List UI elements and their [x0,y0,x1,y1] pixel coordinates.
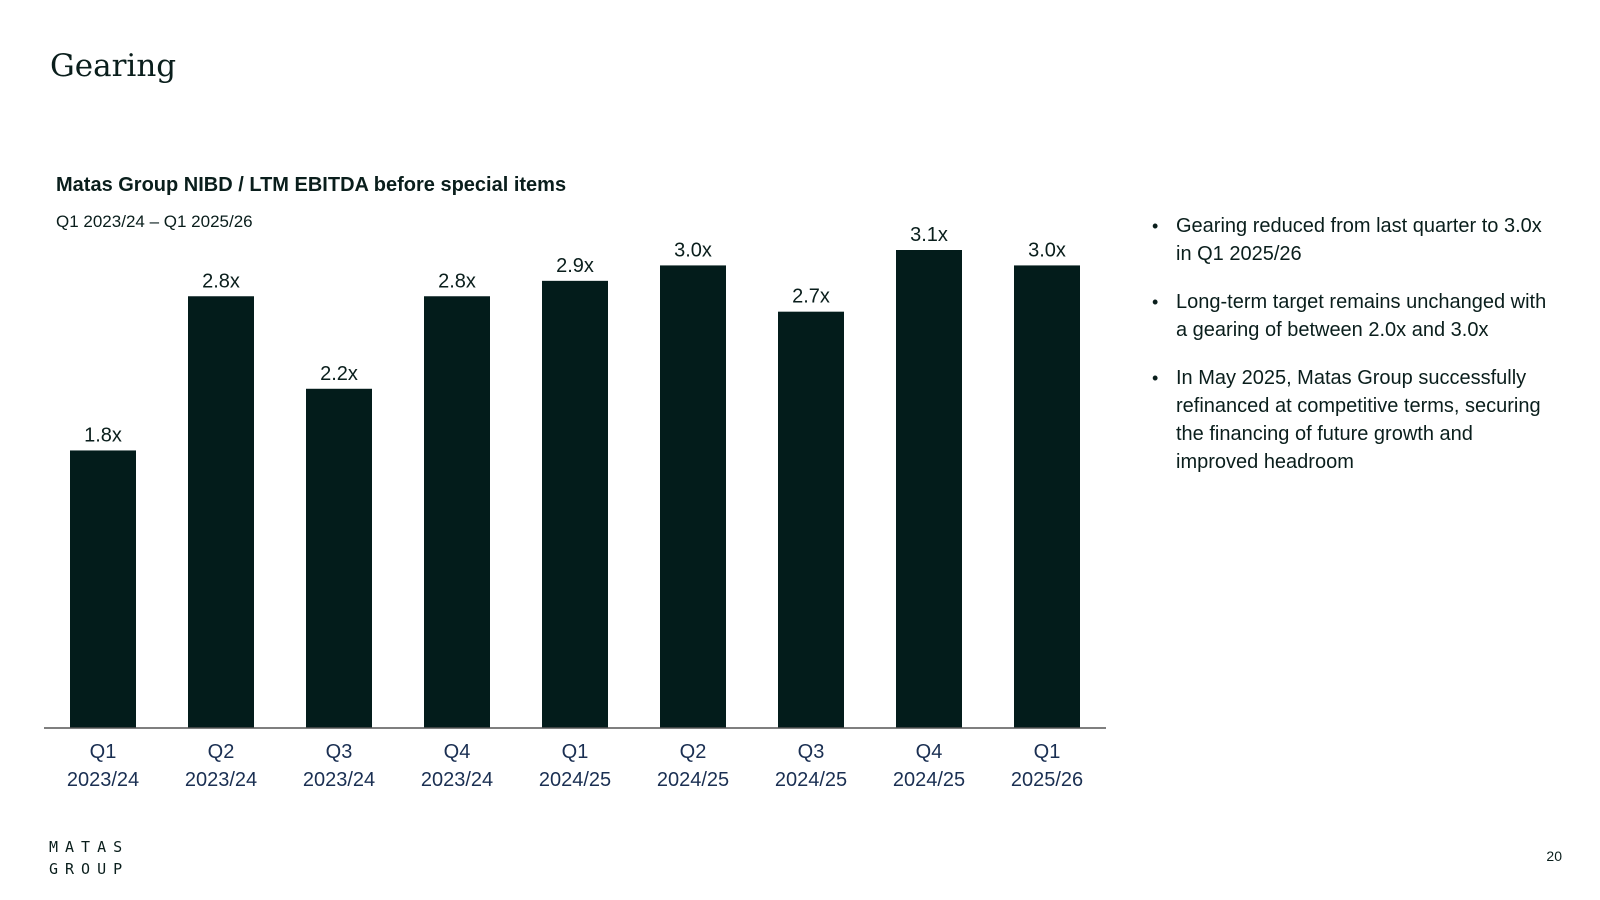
data-label: 2.8x [438,270,476,292]
data-label: 3.0x [1028,239,1066,261]
tick-label: 2024/25 [775,769,847,791]
chart-subtitle: Q1 2023/24 – Q1 2025/26 [56,212,253,231]
bullet-item: Long-term target remains unchanged with … [1150,288,1550,344]
tick-label: Q3 [798,741,825,763]
page-title: Gearing [50,48,177,84]
logo-line: MATAS [49,838,130,856]
bullet-item: Gearing reduced from last quarter to 3.0… [1150,212,1550,268]
tick-label: Q1 [562,741,589,763]
bar [896,250,962,728]
tick-label: 2023/24 [303,769,375,791]
tick-label: Q4 [916,741,943,763]
bar [188,296,254,728]
tick-label: Q1 [1034,741,1061,763]
tick-label: 2024/25 [893,769,965,791]
matas-group-logo: MATAS GROUP [49,836,129,880]
chart-title: Matas Group NIBD / LTM EBITDA before spe… [56,174,567,196]
tick-label: Q2 [680,741,707,763]
bar [542,280,608,728]
bar [778,311,844,728]
bar [70,450,136,728]
data-label: 2.8x [202,270,240,292]
bullet-item: In May 2025, Matas Group successfully re… [1150,364,1550,476]
tick-label: Q1 [90,741,117,763]
page-number: 20 [1546,848,1562,864]
bar [1014,265,1080,728]
tick-label: 2024/25 [657,769,729,791]
logo-line: GROUP [49,860,130,878]
data-label: 2.7x [792,286,830,308]
tick-label: 2025/26 [1011,769,1083,791]
data-label: 3.0x [674,239,712,261]
bar-chart: 1.8x Q1 2023/24 2.8x Q2 2023/24 2.2x Q3 2023/24 2… [44,224,1106,791]
bar [424,296,490,728]
tick-label: 2023/24 [67,769,139,791]
bar [660,265,726,728]
bar [306,388,372,728]
tick-label: Q4 [444,741,471,763]
data-label: 1.8x [84,424,122,446]
data-label: 3.1x [910,224,948,246]
tick-label: Q3 [326,741,353,763]
tick-label: 2023/24 [185,769,257,791]
tick-label: 2023/24 [421,769,493,791]
tick-label: 2024/25 [539,769,611,791]
data-label: 2.2x [320,363,358,385]
tick-label: Q2 [208,741,235,763]
bullet-list: Gearing reduced from last quarter to 3.0… [1150,212,1550,496]
data-label: 2.9x [556,255,594,277]
